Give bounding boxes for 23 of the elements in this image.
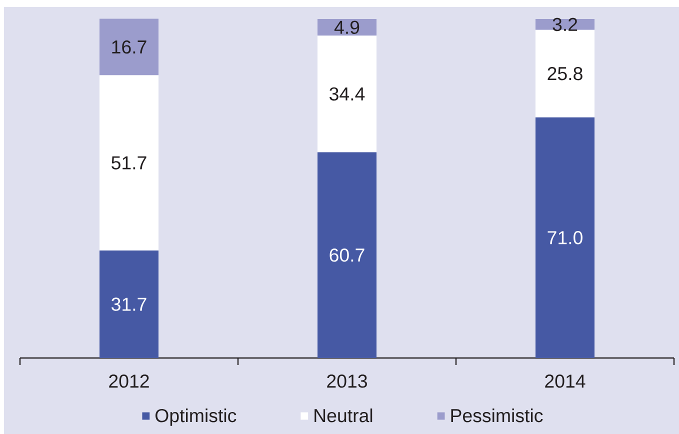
bar bbox=[100, 18, 158, 76]
bar bbox=[318, 152, 377, 358]
data-label: 34.4 bbox=[330, 87, 365, 101]
legend-label: Optimistic bbox=[156, 408, 236, 426]
data-label: 71.0 bbox=[548, 231, 582, 244]
x-tick-label: 2013 bbox=[327, 374, 367, 388]
data-label: 60.7 bbox=[330, 248, 364, 262]
legend-label: Neutral bbox=[314, 408, 372, 422]
bar bbox=[536, 19, 595, 30]
data-label: 25.8 bbox=[548, 66, 582, 80]
x-tick-label: 2012 bbox=[109, 374, 149, 388]
data-label: 4.9 bbox=[334, 20, 360, 34]
bar bbox=[536, 117, 595, 358]
x-tick-label: 2014 bbox=[545, 374, 586, 388]
bar bbox=[536, 30, 595, 118]
bar bbox=[100, 250, 158, 358]
data-label: 16.7 bbox=[112, 40, 146, 54]
bar bbox=[100, 75, 158, 251]
data-label: 3.2 bbox=[552, 18, 578, 32]
data-label: 51.7 bbox=[112, 156, 146, 170]
legend-label: Pessimistic bbox=[451, 408, 543, 422]
data-label: 31.7 bbox=[112, 298, 146, 311]
bar bbox=[318, 36, 377, 152]
